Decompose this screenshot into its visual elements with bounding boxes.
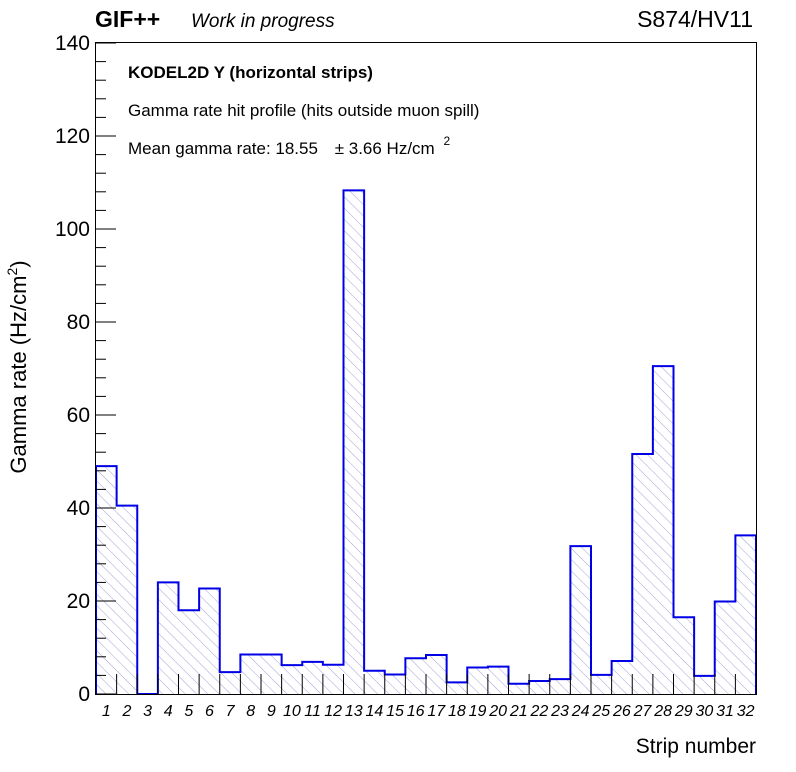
bar-strip-30 — [694, 675, 715, 694]
x-tick-label: 16 — [407, 703, 425, 720]
x-axis: 1 2 3 4 5 6 7 8 9 10 11 12 13 14 15 16 17 18 19 20 21 22 23 24 2… — [102, 674, 755, 720]
x-tick-label: 12 — [324, 703, 342, 720]
bar-strip-25 — [591, 674, 612, 694]
x-tick-label: 19 — [469, 703, 487, 720]
status-label: Work in progress — [191, 11, 335, 32]
x-tick-label: 29 — [674, 703, 693, 720]
mean-rate-error: ± 3.66 Hz/cm — [335, 139, 435, 158]
x-tick-label: 13 — [345, 703, 363, 720]
bar-strip-19 — [467, 667, 488, 694]
bar-strip-15 — [384, 674, 406, 694]
bar-strip-6 — [199, 588, 220, 694]
bar-strip-16 — [405, 658, 426, 694]
bar-strip-10 — [281, 665, 303, 694]
x-tick-label: 7 — [226, 703, 236, 720]
x-tick-label: 11 — [304, 703, 321, 720]
x-tick-label: 26 — [612, 703, 631, 720]
run-label: S874/HV11 — [637, 6, 753, 32]
bar-strip-13 — [343, 190, 365, 694]
y-tick-label: 0 — [78, 683, 90, 706]
bar-strip-5 — [178, 610, 200, 694]
bar-strip-11 — [302, 661, 323, 694]
bar-strip-26 — [611, 660, 633, 694]
bar-strip-14 — [364, 670, 385, 694]
y-tick-label: 140 — [55, 32, 90, 55]
x-tick-label: 30 — [696, 703, 714, 720]
x-tick-label: 28 — [653, 703, 672, 720]
x-tick-label: 2 — [121, 703, 131, 720]
x-tick-label: 14 — [366, 703, 384, 720]
x-tick-label: 20 — [488, 703, 507, 720]
bar-strip-1 — [96, 466, 117, 694]
y-axis-title-main: Gamma rate (Hz/cm — [6, 276, 31, 474]
x-tick-label: 6 — [205, 703, 214, 720]
y-tick-label: 60 — [67, 404, 90, 427]
bar-strip-22 — [529, 680, 550, 694]
bar-strip-12 — [322, 664, 344, 694]
x-tick-label: 3 — [143, 703, 152, 720]
x-tick-label: 25 — [591, 703, 610, 720]
brand-title: GIF++ — [95, 6, 161, 32]
mean-rate-unit-sup: 2 — [443, 134, 450, 148]
bar-strip-27 — [632, 454, 653, 694]
y-tick-label: 100 — [55, 218, 90, 241]
x-tick-label: 32 — [737, 703, 755, 720]
x-tick-label: 4 — [164, 703, 173, 720]
x-tick-label: 9 — [267, 703, 276, 720]
x-tick-label: 10 — [283, 703, 301, 720]
detector-label: KODEL2D Y (horizontal strips) — [128, 63, 373, 82]
bar-strip-7 — [219, 672, 241, 694]
x-tick-label: 31 — [716, 703, 734, 720]
mean-rate-value: Mean gamma rate: 18.55 — [128, 139, 318, 158]
bar-strip-23 — [549, 679, 571, 694]
y-axis-title: Gamma rate (Hz/cm2) — [4, 260, 31, 473]
x-tick-label: 22 — [530, 703, 549, 720]
y-tick-label: 80 — [67, 311, 90, 334]
bar-strip-29 — [673, 617, 695, 694]
x-tick-label: 27 — [633, 703, 653, 720]
x-tick-label: 23 — [550, 703, 569, 720]
bar-strip-24 — [570, 546, 591, 694]
plot-frame — [95, 42, 757, 695]
x-tick-label: 15 — [386, 703, 404, 720]
x-axis-title: Strip number — [636, 735, 756, 758]
bar-strip-31 — [714, 601, 736, 694]
y-axis-title-close: ) — [6, 260, 31, 267]
bar-strip-20 — [487, 666, 509, 694]
x-tick-label: 21 — [509, 703, 528, 720]
histogram-bars — [96, 190, 756, 694]
x-tick-label: 17 — [427, 703, 446, 720]
bar-strip-32 — [735, 535, 756, 694]
bar-strip-8 — [240, 654, 261, 694]
y-axis-title-sup: 2 — [4, 268, 20, 276]
y-tick-label: 120 — [55, 125, 90, 148]
mean-rate-label: Mean gamma rate: 18.55 ± 3.66 Hz/cm 2 — [128, 134, 450, 158]
x-tick-label: 5 — [184, 703, 193, 720]
bar-strip-17 — [426, 654, 447, 694]
bar-strip-18 — [446, 682, 468, 694]
bar-strip-28 — [652, 366, 674, 694]
y-axis: 0 20 40 60 80 100 120 140 — [55, 32, 116, 706]
y-tick-label: 40 — [67, 497, 90, 520]
x-tick-label: 24 — [571, 703, 590, 720]
x-tick-label: 18 — [448, 703, 466, 720]
profile-label: Gamma rate hit profile (hits outside muo… — [128, 101, 479, 120]
x-tick-label: 1 — [102, 703, 111, 720]
x-tick-label: 8 — [246, 703, 255, 720]
bar-strip-21 — [508, 683, 530, 694]
histogram-outline — [95, 189, 757, 695]
bar-strip-9 — [261, 654, 282, 694]
bar-strip-2 — [116, 505, 138, 694]
y-tick-label: 20 — [67, 590, 90, 613]
bar-strip-4 — [157, 582, 179, 694]
